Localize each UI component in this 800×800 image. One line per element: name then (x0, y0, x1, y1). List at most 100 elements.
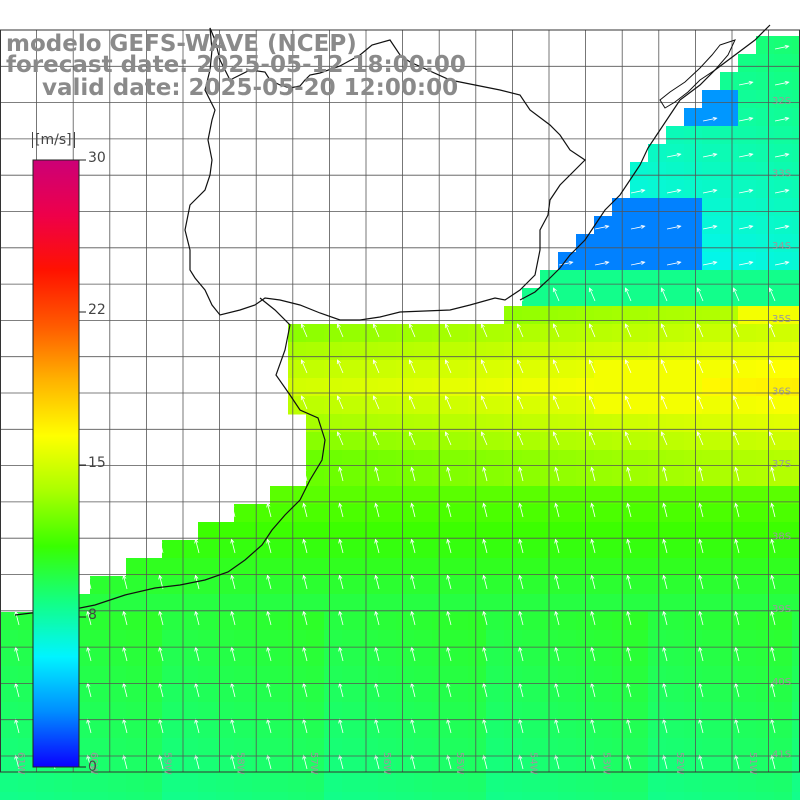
wind-cell (666, 378, 685, 397)
wind-cell (126, 720, 145, 739)
wind-cell (684, 666, 703, 685)
wind-cell (684, 486, 703, 505)
wind-cell (126, 576, 145, 595)
wind-cell (270, 522, 289, 541)
wind-cell (396, 414, 415, 433)
wind-cell (18, 774, 37, 793)
wind-cell (360, 648, 379, 667)
wind-cell (486, 432, 505, 451)
wind-cell (648, 432, 667, 451)
wind-cell (738, 90, 757, 109)
wind-cell (198, 792, 217, 800)
wind-cell (486, 558, 505, 577)
wind-cell (612, 396, 631, 415)
wind-cell (594, 216, 613, 235)
wind-cell (666, 288, 685, 307)
wind-cell (702, 198, 721, 217)
wind-cell (360, 756, 379, 775)
wind-arrow (734, 502, 740, 518)
wind-cell (558, 756, 577, 775)
wind-arrow (266, 574, 272, 590)
wind-cell (18, 684, 37, 703)
wind-cell (324, 522, 343, 541)
wind-cell (234, 792, 253, 800)
wind-cell (90, 792, 109, 800)
wind-cell (216, 522, 235, 541)
wind-cell (504, 504, 523, 523)
wind-cell (54, 684, 73, 703)
wind-cell (684, 216, 703, 235)
wind-cell (522, 450, 541, 469)
wind-cell (630, 216, 649, 235)
wind-arrow (702, 152, 718, 158)
wind-cell (504, 360, 523, 379)
wind-cell (522, 774, 541, 793)
wind-arrow (662, 574, 668, 590)
wind-arrow (194, 754, 200, 770)
wind-arrow (552, 287, 560, 302)
wind-cell (360, 342, 379, 361)
wind-cell (720, 396, 739, 415)
wind-cell (738, 648, 757, 667)
wind-cell (738, 414, 757, 433)
wind-cell (774, 486, 793, 505)
wind-arrow (734, 610, 740, 626)
wind-arrow (86, 574, 92, 590)
wind-cell (288, 720, 307, 739)
wind-arrow (300, 323, 308, 338)
wind-cell (468, 504, 487, 523)
wind-cell (288, 378, 307, 397)
wind-arrow (732, 323, 740, 338)
wind-cell (648, 378, 667, 397)
wind-cell (450, 504, 469, 523)
wind-cell (270, 504, 289, 523)
wind-cell (702, 306, 721, 325)
wind-cell (306, 522, 325, 541)
wind-arrow (374, 610, 380, 626)
wind-cell (522, 324, 541, 343)
wind-cell (72, 648, 91, 667)
wind-cell (738, 486, 757, 505)
wind-cell (666, 324, 685, 343)
wind-cell (432, 414, 451, 433)
wind-cell (216, 594, 235, 613)
wind-arrow (122, 754, 128, 770)
wind-cell (450, 702, 469, 721)
wind-cell (792, 234, 800, 253)
wind-arrow (230, 754, 236, 770)
wind-cell (378, 630, 397, 649)
latitude-label: 37S (772, 459, 791, 470)
wind-cell (18, 612, 37, 631)
wind-cell (252, 612, 271, 631)
wind-cell (738, 468, 757, 487)
wind-cell (684, 540, 703, 559)
wind-cell (738, 234, 757, 253)
wind-cell (180, 684, 199, 703)
wind-cell (792, 774, 800, 793)
wind-cell (306, 702, 325, 721)
wind-cell (306, 468, 325, 487)
wind-arrow (662, 754, 668, 770)
wind-cell (792, 36, 800, 55)
wind-cell (198, 522, 217, 541)
wind-cell (774, 180, 793, 199)
wind-cell (198, 720, 217, 739)
wind-cell (486, 720, 505, 739)
wind-cell (738, 450, 757, 469)
wind-cell (630, 198, 649, 217)
wind-cell (774, 324, 793, 343)
wind-cell (306, 720, 325, 739)
wind-cell (612, 360, 631, 379)
wind-cell (342, 360, 361, 379)
wind-cell (396, 486, 415, 505)
wind-cell (612, 612, 631, 631)
wind-arrow (774, 80, 790, 86)
wind-cell (324, 414, 343, 433)
wind-cell (144, 756, 163, 775)
wind-cell (504, 468, 523, 487)
wind-cell (612, 540, 631, 559)
wind-cell (360, 540, 379, 559)
wind-cell (126, 774, 145, 793)
wind-arrow (194, 538, 200, 554)
wind-cell (234, 558, 253, 577)
